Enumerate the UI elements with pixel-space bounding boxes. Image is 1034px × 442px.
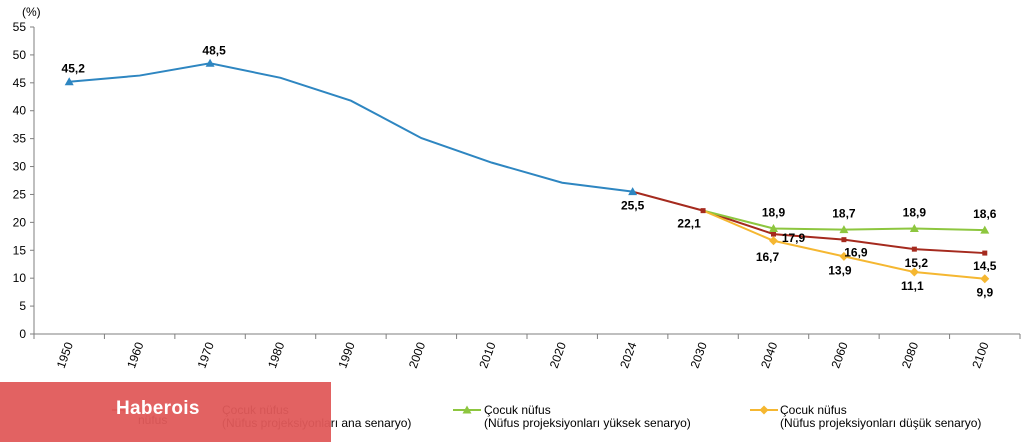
data-point-marker xyxy=(982,250,988,256)
data-point-marker xyxy=(769,224,778,233)
data-label: 17,9 xyxy=(782,231,806,245)
data-point-marker xyxy=(628,187,638,196)
watermark-banner xyxy=(0,382,331,442)
x-tick-label: 2000 xyxy=(406,340,428,370)
y-tick-label: 30 xyxy=(13,160,27,174)
y-tick-label: 5 xyxy=(19,299,26,313)
data-label: 13,9 xyxy=(828,263,852,277)
x-tick-label: 2030 xyxy=(688,340,710,370)
data-label: 16,9 xyxy=(844,246,868,260)
y-tick-label: 15 xyxy=(13,243,27,257)
data-point-marker xyxy=(980,225,990,234)
x-tick-label: 1990 xyxy=(335,340,357,370)
data-label: 9,9 xyxy=(976,286,993,300)
data-label: 25,5 xyxy=(621,199,645,213)
x-tick-label: 2024 xyxy=(617,340,639,370)
data-point-marker xyxy=(205,58,215,67)
y-tick-label: 25 xyxy=(13,187,27,201)
data-point-marker xyxy=(909,267,919,277)
x-tick-label: 2020 xyxy=(547,340,569,370)
data-label: 14,5 xyxy=(973,259,997,273)
series-line xyxy=(632,190,985,255)
data-label: 18,6 xyxy=(973,207,997,221)
y-tick-label: 50 xyxy=(13,48,27,62)
x-tick-label: 1970 xyxy=(195,340,217,370)
data-point-marker xyxy=(841,237,847,243)
series-line xyxy=(69,62,633,193)
y-tick-label: 40 xyxy=(13,104,27,118)
data-point-marker xyxy=(759,405,769,415)
x-tick-label: 2010 xyxy=(476,340,498,370)
data-label: 18,7 xyxy=(832,207,856,221)
data-point-marker xyxy=(911,246,917,252)
legend-label: (Nüfus projeksiyonları düşük senaryo) xyxy=(780,416,981,430)
x-tick-label: 1960 xyxy=(124,340,146,370)
data-label: 16,7 xyxy=(756,250,780,264)
data-label: 48,5 xyxy=(202,43,226,57)
axes: 0 5 10 15 20 25 30 35 40 45 50 55 1950 1960 1970 1980 19… xyxy=(13,20,1021,370)
x-tick-label: 2040 xyxy=(758,340,780,370)
x-tick-label: 1950 xyxy=(54,340,76,370)
data-label: 15,2 xyxy=(905,256,929,270)
y-unit-label: (%) xyxy=(22,5,41,19)
x-tick-label: 1980 xyxy=(265,340,287,370)
x-tick-label: 2080 xyxy=(899,340,921,370)
data-label: 18,9 xyxy=(762,206,786,220)
data-label: 11,1 xyxy=(901,279,924,293)
legend-label: (Nüfus projeksiyonları yüksek senaryo) xyxy=(484,416,691,430)
data-point-marker xyxy=(771,231,776,237)
data-point-marker xyxy=(839,225,849,234)
x-tick-label: 2060 xyxy=(828,340,850,370)
data-labels: 45,2 48,5 25,5 22,1 17,9 16,9 15,2 14,5 18,9 18,7… xyxy=(62,43,997,299)
y-tick-label: 45 xyxy=(13,76,27,90)
legend-label: Çocuk nüfus xyxy=(484,403,551,417)
series-markers xyxy=(64,58,990,284)
data-point-marker xyxy=(839,251,849,261)
y-tick-label: 10 xyxy=(13,271,27,285)
watermark-text: Haberois xyxy=(116,398,200,419)
y-tick-label: 0 xyxy=(19,327,26,341)
data-point-marker xyxy=(769,236,778,246)
data-label: 18,9 xyxy=(903,206,927,220)
data-point-marker xyxy=(64,77,74,86)
y-tick-label: 20 xyxy=(13,215,27,229)
legend-label: Çocuk nüfus xyxy=(780,403,847,417)
data-point-marker xyxy=(909,224,919,233)
y-tick-label: 55 xyxy=(13,20,27,34)
data-label: 22,1 xyxy=(677,217,701,231)
data-label: 45,2 xyxy=(62,62,86,76)
y-tick-label: 35 xyxy=(13,132,27,146)
x-tick-label: 2100 xyxy=(969,340,991,370)
data-point-marker xyxy=(700,208,706,214)
data-point-marker xyxy=(980,274,990,284)
data-point-marker xyxy=(462,405,472,414)
